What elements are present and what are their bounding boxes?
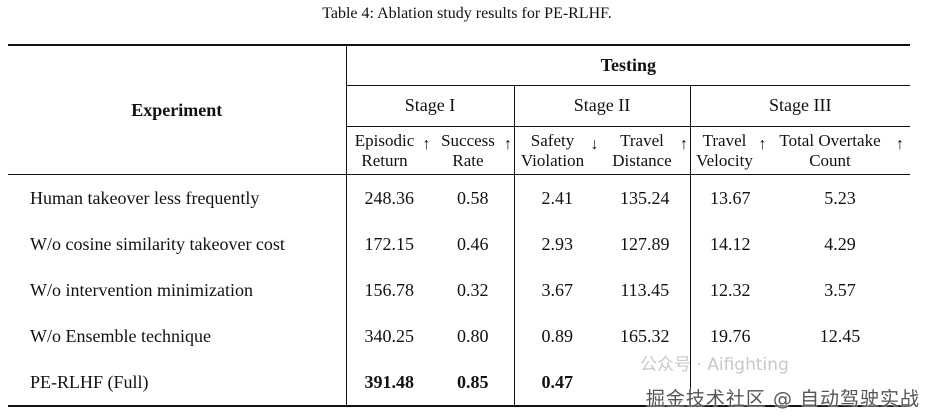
watermark-faint: 公众号 · Aifighting [640, 355, 789, 375]
table-row: W/o Ensemble technique 340.25 0.80 0.89 … [8, 313, 910, 359]
table-cell: 172.15 [345, 221, 432, 267]
table-cell: 12.45 [819, 325, 861, 346]
table-cell: 135.24 [620, 187, 670, 208]
stage-header: Stage III [689, 85, 911, 128]
table-cell: 3.57 [824, 279, 856, 300]
table-cell [689, 359, 770, 406]
table-cell: 113.45 [620, 279, 670, 300]
table-cell: 156.78 [345, 267, 432, 313]
table-cell: 0.80 [457, 325, 489, 346]
ablation-table: Experiment Testing Stage I Stage II Stag… [8, 44, 911, 407]
table-cell: 19.76 [689, 313, 770, 359]
table-cell: 0.85 [457, 371, 489, 392]
metric-header: Safety Violation ↓ [513, 126, 600, 175]
table-cell: 0.47 [513, 359, 600, 406]
row-label: W/o intervention minimization [30, 279, 253, 300]
metric-header: Total Overtake Count ↑ [770, 126, 911, 175]
table-cell: 127.89 [620, 233, 670, 254]
table-cell: 248.36 [345, 174, 432, 221]
table-cell: 13.67 [689, 174, 770, 221]
table-caption: Table 4: Ablation study results for PE-R… [322, 5, 612, 22]
stage-header: Stage II [513, 85, 690, 128]
watermark: 掘金技术社区 @ 自动驾驶实战 [645, 388, 920, 410]
table-cell: 4.29 [824, 233, 856, 254]
table-row: PE-RLHF (Full) 391.48 0.85 0.47 [8, 359, 911, 406]
table-cell: 2.41 [513, 174, 600, 221]
stage-header: Stage I [345, 85, 514, 128]
table-cell: 0.58 [457, 187, 489, 208]
row-label: W/o Ensemble technique [30, 325, 211, 346]
table-cell: 0.89 [513, 313, 600, 359]
table-cell: 340.25 [345, 313, 432, 359]
table-cell: 12.32 [689, 267, 770, 313]
metric-header: Episodic Return ↑ [345, 126, 432, 175]
table-cell: 0.32 [457, 279, 489, 300]
table-cell: 391.48 [345, 359, 432, 406]
table-row: Human takeover less frequently 248.36 0.… [8, 174, 910, 221]
table-row: W/o cosine similarity takeover cost 172.… [8, 221, 910, 267]
table-cell: 14.12 [689, 221, 770, 267]
testing-header: Testing [345, 45, 911, 86]
row-label: W/o cosine similarity takeover cost [30, 233, 285, 254]
metric-header: Travel Velocity ↑ [689, 126, 770, 175]
row-label: PE-RLHF (Full) [30, 371, 149, 392]
table-cell: 0.46 [457, 233, 489, 254]
table-cell: 2.93 [513, 221, 600, 267]
experiment-header: Experiment [8, 45, 346, 175]
metric-header: Travel Distance ↑ [600, 126, 690, 175]
table-cell: 165.32 [620, 325, 670, 346]
table-cell: 3.67 [513, 267, 600, 313]
row-label: Human takeover less frequently [30, 187, 260, 208]
metric-header: Success Rate ↑ [432, 126, 514, 175]
table-row: W/o intervention minimization 156.78 0.3… [8, 267, 910, 313]
table-cell: 5.23 [824, 187, 856, 208]
